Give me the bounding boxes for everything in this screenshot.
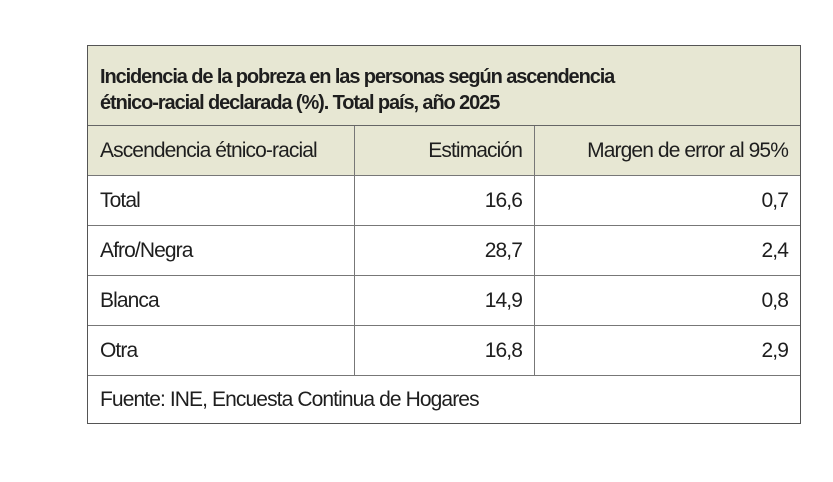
column-header-ascendencia: Ascendencia étnico-racial (88, 126, 355, 175)
cell-category: Otra (88, 326, 355, 375)
column-header-estimacion: Estimación (355, 126, 535, 175)
cell-estimate: 16,8 (355, 326, 535, 375)
cell-category: Blanca (88, 276, 355, 325)
header-row: Ascendencia étnico-racial Estimación Mar… (88, 126, 800, 176)
cell-estimate: 16,6 (355, 176, 535, 225)
column-header-margen: Margen de error al 95% (587, 138, 789, 162)
poverty-table: Incidencia de la pobreza en las personas… (87, 45, 801, 424)
cell-margin: 0,7 (761, 188, 789, 212)
title-line-2: étnico-racial declarada (%). Total país,… (100, 92, 500, 114)
table-row: Total 16,6 0,7 (88, 176, 800, 226)
table-row: Blanca 14,9 0,8 (88, 276, 800, 326)
cell-margin: 2,9 (761, 338, 789, 362)
table-row: Afro/Negra 28,7 2,4 (88, 226, 800, 276)
table-title: Incidencia de la pobreza en las personas… (88, 46, 800, 126)
cell-estimate: 28,7 (355, 226, 535, 275)
cell-category: Total (88, 176, 355, 225)
table-row: Otra 16,8 2,9 (88, 326, 800, 376)
cell-category: Afro/Negra (88, 226, 355, 275)
cell-estimate: 14,9 (355, 276, 535, 325)
cell-margin: 0,8 (761, 288, 789, 312)
title-line-1: Incidencia de la pobreza en las personas… (100, 66, 615, 88)
cell-margin: 2,4 (761, 238, 789, 262)
source-note: Fuente: INE, Encuesta Continua de Hogare… (100, 387, 480, 411)
